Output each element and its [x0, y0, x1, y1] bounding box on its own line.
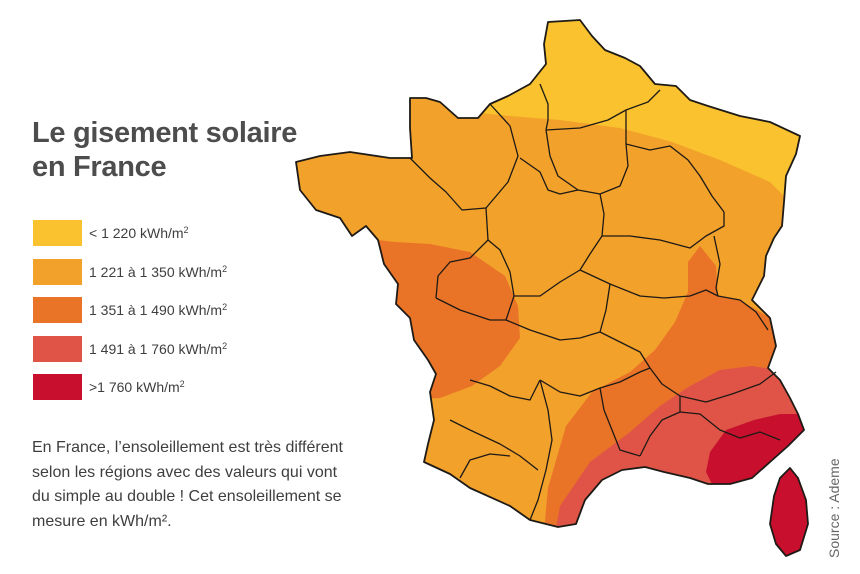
france-outline: [295, 19, 809, 557]
title-line-2: en France: [32, 151, 167, 183]
border-aura-paca: [649, 367, 777, 403]
border-poitou: [435, 297, 506, 321]
border-aquitaine-interior-1: [469, 379, 541, 401]
legend-label: < 1 220 kWh/m2: [89, 225, 189, 241]
border-centre-bourgogne: [514, 193, 605, 297]
title-line-1: Le gisement solaire: [32, 117, 298, 149]
border-hauts-de-france-west: [539, 83, 549, 131]
description-line-2: selon les régions avec des valeurs qui v…: [32, 463, 338, 481]
legend-swatch: [33, 258, 82, 285]
border-centre-west: [487, 239, 515, 321]
border-nouvelle-aquitaine-occitanie: [529, 379, 553, 521]
legend-label: >1 760 kWh/m2: [89, 379, 185, 395]
legend-swatch: [33, 335, 82, 362]
corsica: [769, 467, 809, 557]
legend-label: 1 351 à 1 490 kWh/m2: [89, 302, 228, 318]
legend-swatch: [33, 220, 82, 246]
border-aquitaine-interior-3: [459, 453, 511, 479]
legend-swatch: [33, 297, 82, 323]
border-centre-north: [519, 157, 579, 195]
border-occitanie-paca: [639, 411, 781, 457]
border-grand-est-southwest: [625, 143, 725, 213]
description-line-1: En France, l’ensoleillement est très dif…: [32, 439, 343, 456]
mainland-france: [295, 19, 805, 528]
border-bretagne: [409, 157, 487, 211]
border-nouvelle-aquitaine-aura: [505, 319, 651, 369]
border-franche-comte-aura: [713, 235, 769, 331]
legend-label: 1 221 à 1 350 kWh/m2: [89, 263, 228, 280]
map-title: Le gisement solaire en France: [32, 116, 297, 184]
border-aquitaine-interior-2: [449, 419, 539, 471]
legend-label: 1 491 à 1 760 kWh/m2: [89, 340, 228, 357]
zone-gt-1760: [706, 410, 808, 556]
border-pays-de-la-loire-south: [435, 239, 489, 299]
irradiation-zones: [296, 20, 808, 556]
description-line-4: mesure en kWh/m².: [32, 512, 172, 530]
description-line-3: du simple au double ! Cet ensoleillement…: [32, 488, 342, 505]
description: En France, l’ensoleillement est très dif…: [32, 436, 410, 534]
region-borders: [409, 83, 781, 521]
border-limousin-auvergne: [599, 283, 611, 333]
legend-swatch: [33, 374, 82, 400]
border-hauts-de-france-south: [545, 89, 661, 131]
border-occitanie-interior: [599, 387, 641, 457]
border-bourgogne-franche-comte: [602, 212, 725, 249]
border-normandie: [485, 103, 519, 241]
